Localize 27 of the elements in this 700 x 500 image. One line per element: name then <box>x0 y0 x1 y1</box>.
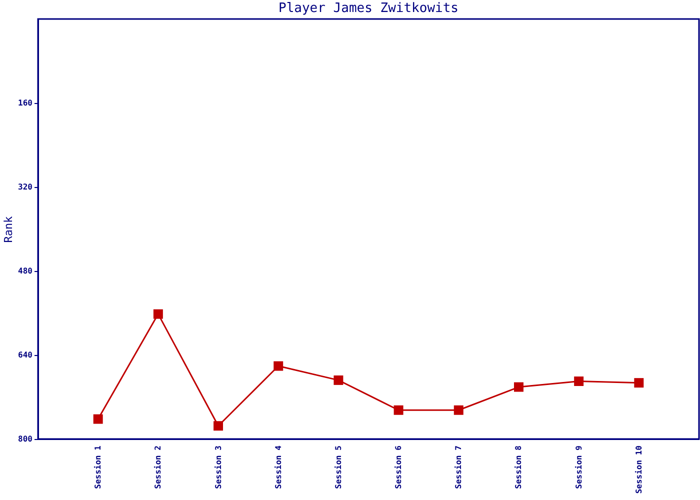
y-tick-label: 480 <box>18 266 33 276</box>
y-tick-label: 160 <box>18 98 33 108</box>
point <box>634 378 644 388</box>
y-tick-label: 640 <box>18 350 33 360</box>
y-tick-label: 320 <box>18 182 33 192</box>
point <box>274 361 284 371</box>
x-tick-label: Session 6 <box>394 445 404 489</box>
x-tick-label: Session 8 <box>514 445 524 489</box>
point <box>153 309 163 319</box>
x-tick-label: Session 4 <box>274 445 283 489</box>
x-tick-label: Session 5 <box>334 445 343 489</box>
point <box>514 382 524 392</box>
point <box>394 405 404 415</box>
x-tick-label: Session 3 <box>214 445 223 489</box>
y-axis-title: Rank <box>2 216 16 243</box>
point <box>214 421 224 431</box>
point <box>454 405 464 415</box>
chart-title: Player James Zwitkowits <box>278 1 459 16</box>
point <box>93 414 103 424</box>
x-tick-label: Session 10 <box>634 445 644 494</box>
x-tick-label: Session 2 <box>154 445 163 489</box>
x-tick-label: Session 9 <box>574 445 584 489</box>
point <box>334 375 344 385</box>
y-tick-label: 800 <box>18 434 33 444</box>
point <box>574 376 584 386</box>
x-tick-label: Session 7 <box>454 445 464 489</box>
x-tick-label: Session 1 <box>94 445 103 489</box>
